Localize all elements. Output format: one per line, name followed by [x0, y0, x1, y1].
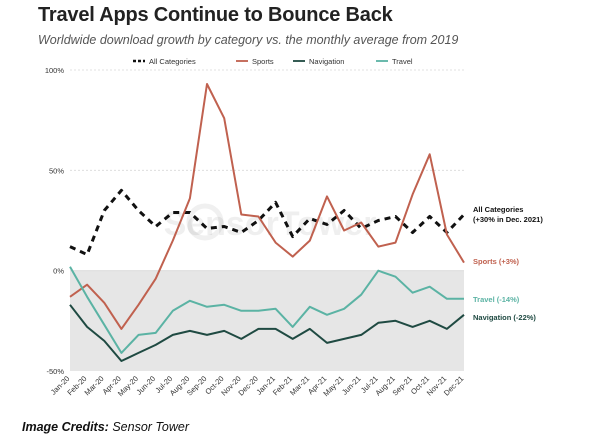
annotation-all-categories: All Categories [473, 205, 523, 214]
image-credits: Image Credits: Sensor Tower [22, 420, 189, 434]
x-tick-label: Mar-20 [83, 374, 106, 397]
y-tick-label: -50% [46, 367, 64, 376]
legend-entry-travel: Travel [392, 57, 413, 66]
series-line-sports [69, 83, 465, 330]
y-tick-label: 0% [53, 267, 64, 276]
legend-entry-sports: Sports [252, 57, 274, 66]
y-tick-label: 100% [45, 66, 65, 75]
x-tick-label: Dec-21 [442, 374, 465, 397]
annotation-all-categories-detail: (+30% in Dec. 2021) [473, 215, 543, 224]
legend-entry-all-categories: All Categories [149, 57, 196, 66]
x-tick-label: Sep-20 [185, 374, 208, 397]
series-line-all-categories [69, 188, 466, 257]
y-tick-label: 50% [49, 166, 64, 175]
series-line-navigation [69, 304, 465, 362]
chart-title: Travel Apps Continue to Bounce Back [38, 4, 393, 26]
image-credits-source: Sensor Tower [112, 420, 189, 434]
annotation-navigation: Navigation (-22%) [473, 313, 536, 322]
x-tick-label: Jun-21 [340, 374, 363, 397]
watermark-logo-icon [186, 203, 224, 241]
legend-entry-navigation: Navigation [309, 57, 344, 66]
x-tick-label: Dec-20 [236, 374, 259, 397]
x-tick-label: Mar-21 [288, 374, 311, 397]
annotation-sports: Sports (+3%) [473, 257, 520, 266]
series-line-travel [69, 266, 464, 354]
x-tick-label: Jun-20 [134, 374, 157, 397]
x-tick-label: Sep-21 [391, 374, 414, 397]
chart-subtitle: Worldwide download growth by category vs… [38, 33, 459, 47]
annotation-travel: Travel (-14%) [473, 295, 520, 304]
image-credits-label: Image Credits: [22, 420, 109, 434]
